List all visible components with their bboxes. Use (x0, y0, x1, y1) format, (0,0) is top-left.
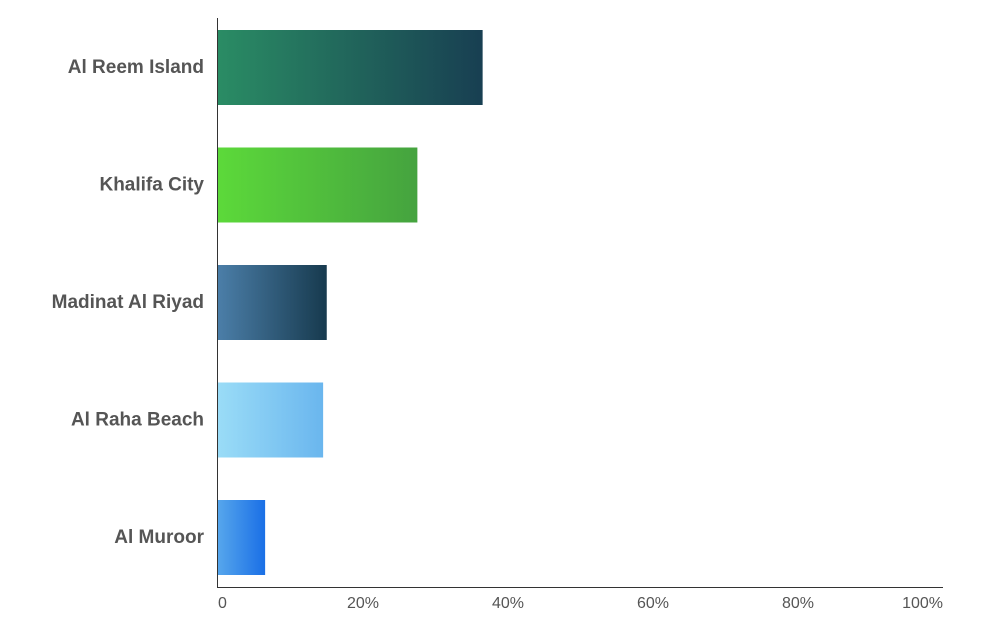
x-tick-label-60: 60% (637, 595, 669, 612)
category-labels: Al Reem Island Khalifa City Madinat Al Riy… (52, 57, 205, 548)
bar-khalifa-city (218, 147, 418, 223)
category-label-madinat-al-riyad: Madinat Al Riyad (52, 292, 204, 313)
x-tick-labels: 0 20% 40% 60% 80% 100% (218, 595, 943, 612)
bars-layer (218, 30, 483, 575)
bar-al-raha-beach (218, 382, 324, 458)
category-label-al-reem-island: Al Reem Island (68, 57, 204, 78)
x-tick-label-0: 0 (218, 595, 227, 612)
bar-madinat-al-riyad (218, 265, 327, 340)
category-label-al-raha-beach: Al Raha Beach (71, 410, 204, 431)
bar-al-muroor (218, 500, 266, 575)
category-label-khalifa-city: Khalifa City (99, 175, 204, 196)
x-tick-label-100: 100% (902, 595, 943, 612)
bar-al-reem-island (218, 30, 483, 105)
x-tick-label-80: 80% (782, 595, 814, 612)
x-tick-label-40: 40% (492, 595, 524, 612)
x-tick-label-20: 20% (347, 595, 379, 612)
category-label-al-muroor: Al Muroor (114, 527, 204, 548)
